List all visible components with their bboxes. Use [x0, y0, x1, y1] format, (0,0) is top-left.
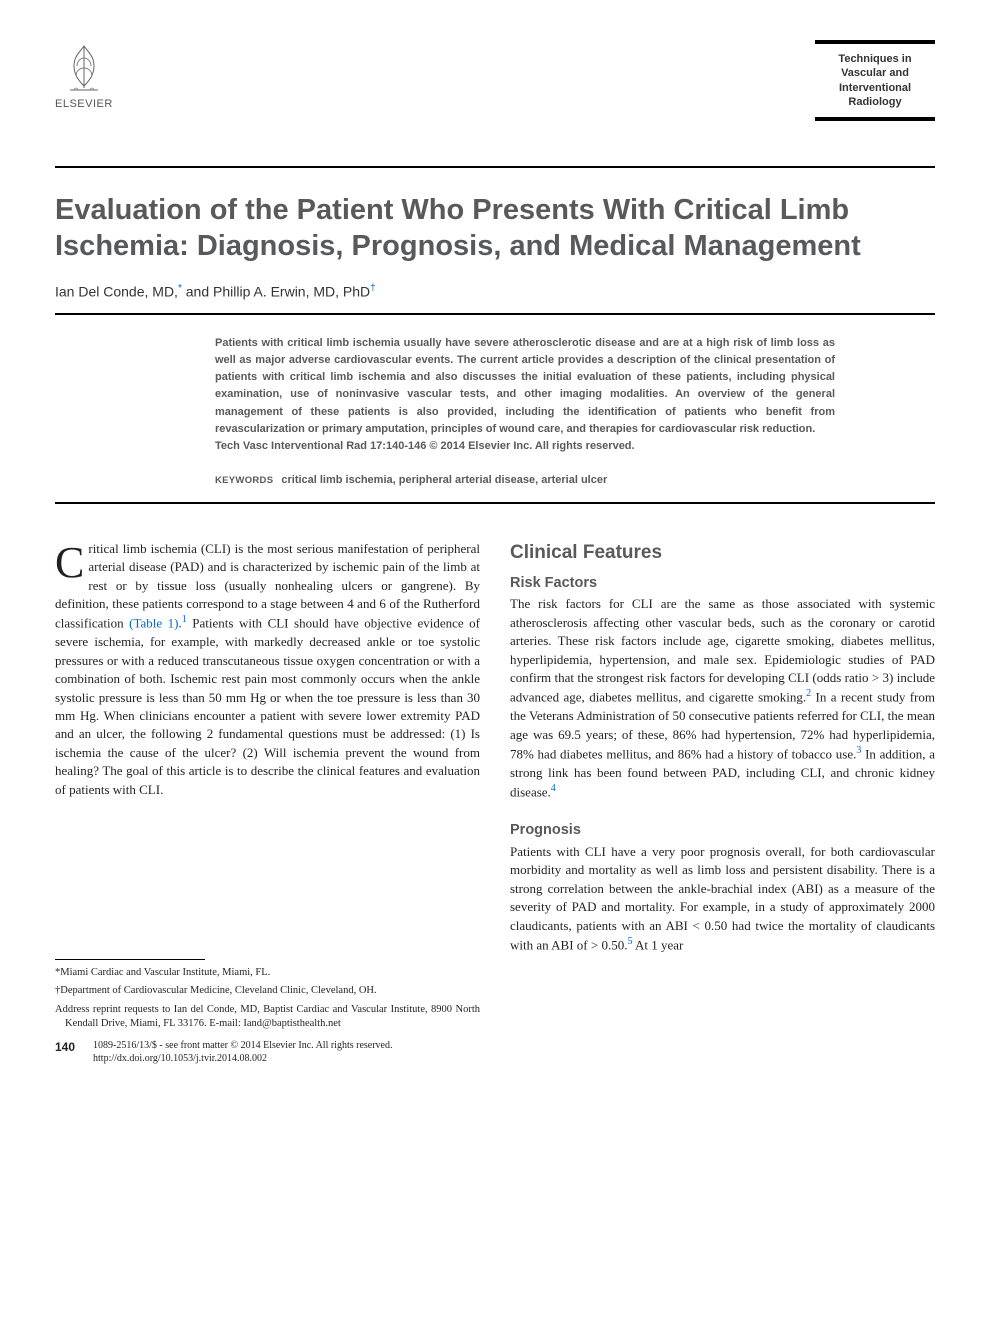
column-spacer: [55, 799, 480, 959]
journal-name-line: Techniques in: [815, 52, 935, 66]
author-name: and Phillip A. Erwin, MD, PhD: [186, 283, 370, 299]
footnote-affiliation: †Department of Cardiovascular Medicine, …: [55, 984, 480, 998]
journal-name-line: Radiology: [815, 95, 935, 109]
footnote-affiliation: *Miami Cardiac and Vascular Institute, M…: [55, 966, 480, 980]
doi-link[interactable]: http://dx.doi.org/10.1053/j.tvir.2014.08…: [93, 1053, 267, 1064]
subsection-heading: Prognosis: [510, 820, 935, 841]
footnote-rule: [55, 959, 205, 960]
right-column: Clinical Features Risk Factors The risk …: [510, 540, 935, 1065]
citation-line: Tech Vasc Interventional Rad 17:140-146 …: [215, 440, 835, 452]
body-text: The risk factors for CLI are the same as…: [510, 596, 935, 705]
affiliation-marker[interactable]: †: [370, 283, 376, 294]
journal-name-line: Interventional: [815, 81, 935, 95]
intro-text-cont: Patients with CLI should have objective …: [55, 616, 480, 797]
publisher-logo: ELSEVIER: [55, 40, 113, 110]
horizontal-rule: [55, 166, 935, 168]
subsection-heading: Risk Factors: [510, 573, 935, 594]
horizontal-rule: [55, 502, 935, 504]
publisher-name: ELSEVIER: [55, 98, 113, 110]
journal-title-box: Techniques in Vascular and Interventiona…: [815, 40, 935, 121]
dropcap: C: [55, 540, 88, 581]
footnote-correspondence: Address reprint requests to Ian del Cond…: [55, 1003, 480, 1031]
author-name: Ian Del Conde, MD,: [55, 283, 178, 299]
keywords-label: KEYWORDS: [215, 475, 273, 486]
reference-link[interactable]: 4: [551, 783, 556, 794]
left-column: Critical limb ischemia (CLI) is the most…: [55, 540, 480, 1065]
intro-paragraph: Critical limb ischemia (CLI) is the most…: [55, 540, 480, 800]
abstract-text: Patients with critical limb ischemia usu…: [215, 335, 835, 437]
table-link[interactable]: (Table 1): [129, 616, 178, 631]
keywords-text: critical limb ischemia, peripheral arter…: [281, 474, 607, 486]
author-line: Ian Del Conde, MD,* and Phillip A. Erwin…: [55, 283, 935, 300]
journal-name-line: Vascular and: [815, 66, 935, 80]
article-title: Evaluation of the Patient Who Presents W…: [55, 192, 935, 265]
page-footer-left: 140 1089-2516/13/$ - see front matter © …: [55, 1039, 480, 1065]
keywords-block: KEYWORDS critical limb ischemia, periphe…: [55, 470, 935, 488]
page-number: 140: [55, 1039, 75, 1056]
body-text: Patients with CLI have a very poor progn…: [510, 844, 935, 953]
copyright-line: 1089-2516/13/$ - see front matter © 2014…: [93, 1040, 392, 1051]
body-text: At 1 year: [632, 937, 683, 952]
section-heading: Clinical Features: [510, 540, 935, 567]
page-header: ELSEVIER Techniques in Vascular and Inte…: [55, 40, 935, 121]
abstract-block: Patients with critical limb ischemia usu…: [55, 335, 935, 451]
affiliation-marker[interactable]: *: [178, 283, 182, 294]
copyright-block: 1089-2516/13/$ - see front matter © 2014…: [93, 1039, 392, 1065]
prognosis-paragraph: Patients with CLI have a very poor progn…: [510, 843, 935, 955]
elsevier-tree-icon: [60, 40, 108, 94]
risk-factors-paragraph: The risk factors for CLI are the same as…: [510, 595, 935, 802]
horizontal-rule: [55, 313, 935, 315]
body-columns: Critical limb ischemia (CLI) is the most…: [55, 540, 935, 1065]
